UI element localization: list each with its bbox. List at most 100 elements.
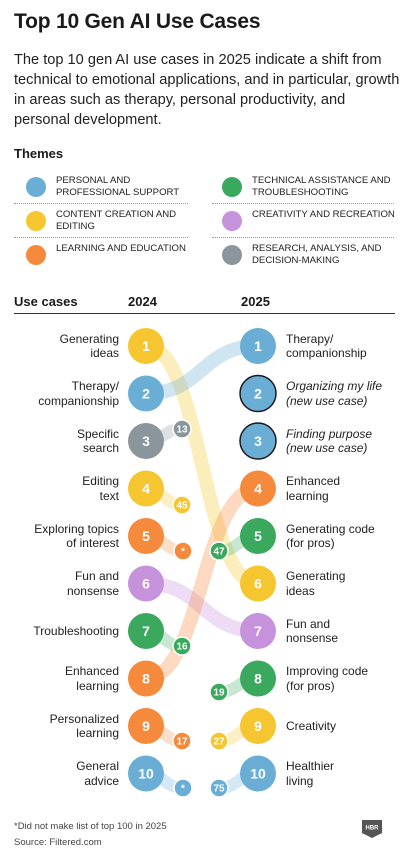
right-label-line: living	[286, 773, 314, 788]
left-label: Editing text	[9, 474, 119, 503]
left-label: Enhanced learning	[9, 664, 119, 693]
right-label: Organizing my life (new use case)	[286, 379, 411, 408]
rank-circle-2024	[128, 755, 164, 792]
right-label: Healthier living	[286, 759, 411, 788]
legend-label-research: Research, analysis, and decision-making	[252, 243, 382, 266]
left-label-line: Generating	[59, 331, 119, 346]
off-list-rank: 45	[176, 501, 188, 512]
rank-number-2025: 6	[254, 576, 262, 592]
off-list-marker	[172, 495, 192, 515]
left-label-line: Therapy/	[71, 379, 119, 393]
rank-number-2024: 10	[138, 766, 154, 782]
chart-subtitle: The top 10 gen AI use cases in 2025 indi…	[14, 52, 400, 128]
rank-number-2025: 1	[254, 338, 262, 354]
right-label: Generating code (for pros)	[286, 522, 411, 551]
legend-dot-personal	[26, 177, 46, 197]
left-label-line: Exploring topics	[34, 521, 119, 536]
legend-label-learning: Learning and education	[56, 243, 186, 254]
rank-circle-2025	[239, 374, 277, 413]
left-label-line: of interest	[66, 536, 119, 550]
left-label-line: Enhanced	[64, 664, 119, 678]
left-label-line: nonsense	[66, 583, 119, 598]
rank-number-2025: 9	[254, 718, 262, 734]
rank-number-2025: 2	[254, 386, 262, 402]
column-heading-2024: 2024	[128, 294, 157, 309]
rank-circle-2025	[240, 518, 276, 554]
left-label: Personalized learning	[9, 712, 119, 741]
right-label-line: (for pros)	[286, 678, 335, 693]
off-list-marker	[173, 778, 193, 798]
left-label-line: Specific	[76, 426, 119, 441]
left-label-line: Personalized	[49, 711, 119, 726]
rank-circle-2025	[240, 565, 276, 602]
left-label-line: text	[99, 488, 119, 503]
rank-circle-2025	[240, 708, 276, 744]
rank-number-2025: 4	[254, 481, 262, 497]
legend-dot-research	[222, 245, 242, 265]
right-label: Finding purpose (new use case)	[286, 427, 411, 456]
legend-separator	[14, 237, 188, 238]
rank-circle-2024	[128, 423, 164, 459]
legend-separator	[212, 203, 394, 204]
right-label-line: learning	[286, 488, 329, 503]
use-cases-heading: Use cases	[14, 294, 78, 309]
source: Source: Filtered.com	[14, 837, 102, 848]
right-label-line: Organizing my life	[286, 379, 383, 393]
right-label: Therapy/companionship	[286, 332, 411, 361]
connector-line	[139, 339, 265, 591]
svg-text:HBR: HBR	[366, 826, 380, 832]
right-label-line: (for pros)	[286, 536, 335, 550]
right-label: Fun and nonsense	[286, 617, 411, 646]
chart-title: Top 10 Gen AI Use Cases	[14, 10, 261, 33]
rank-number-2025: 5	[254, 528, 262, 544]
off-list-rank: 47	[213, 547, 225, 558]
off-list-marker	[209, 541, 229, 561]
right-label: Generating ideas	[286, 569, 411, 598]
right-label-line: Therapy/	[286, 331, 334, 346]
off-list-marker	[209, 778, 229, 798]
right-label: Creativity	[286, 719, 411, 734]
right-label-line: companionship	[286, 346, 367, 360]
left-label: Fun and nonsense	[9, 569, 119, 598]
off-list-rank: *	[181, 784, 185, 795]
right-label: Improving code (for pros)	[286, 664, 411, 693]
rank-number-2024: 8	[142, 671, 150, 687]
left-label: Exploring topics of interest	[9, 522, 119, 551]
rank-number-2025: 10	[250, 766, 266, 782]
right-label: Enhanced learning	[286, 474, 411, 503]
off-list-marker	[172, 731, 192, 751]
legend-label-technical: Technical assistance and troubleshooting	[252, 175, 391, 198]
off-list-marker	[172, 419, 192, 439]
rank-circle-2025	[240, 613, 276, 649]
header-rule	[14, 313, 395, 314]
right-label-line: Finding purpose	[286, 426, 373, 441]
rank-circle-2025	[240, 660, 276, 697]
right-label-line: Generating code	[286, 521, 375, 536]
right-label-line: (new use case)	[286, 441, 368, 455]
right-label-line: Enhanced	[286, 474, 341, 488]
themes-heading: Themes	[14, 146, 64, 161]
off-list-rank: *	[181, 547, 185, 558]
rank-number-2024: 1	[142, 338, 150, 354]
legend-dot-technical	[222, 177, 242, 197]
off-list-rank: 75	[213, 784, 225, 795]
rank-number-2025: 3	[254, 433, 262, 449]
rank-number-2024: 7	[142, 623, 150, 639]
off-list-rank: 19	[213, 688, 225, 699]
left-label-line: companionship	[38, 393, 119, 408]
off-list-marker	[173, 541, 193, 561]
legend-separator	[14, 203, 188, 204]
off-list-rank: 13	[176, 425, 188, 436]
right-label-line: Creativity	[286, 718, 337, 733]
right-label-line: ideas	[286, 583, 315, 598]
rank-number-2025: 7	[254, 623, 262, 639]
right-label-line: Improving code	[286, 664, 369, 678]
rank-circle-2024	[128, 708, 164, 744]
rank-circle-2024	[128, 470, 164, 507]
off-list-marker	[209, 731, 229, 751]
rank-circle-2025	[240, 470, 276, 507]
footnote: *Did not make list of top 100 in 2025	[14, 821, 167, 832]
off-list-rank: 16	[176, 642, 188, 653]
left-label-line: Troubleshooting	[33, 623, 119, 638]
